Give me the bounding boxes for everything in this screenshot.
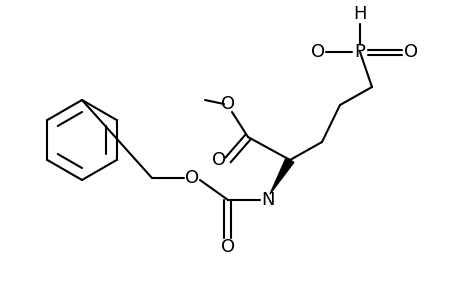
Text: O: O [212,151,225,169]
Text: N: N [261,191,274,209]
Text: P: P [354,43,364,61]
Text: O: O [185,169,199,187]
Text: O: O [220,95,235,113]
Polygon shape [269,158,293,194]
Text: O: O [403,43,417,61]
Text: O: O [220,238,235,256]
Text: H: H [353,5,366,23]
Text: O: O [310,43,325,61]
